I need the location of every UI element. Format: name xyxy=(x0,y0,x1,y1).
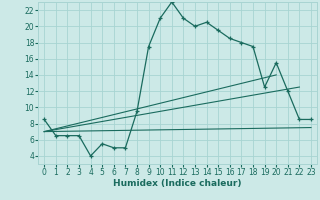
X-axis label: Humidex (Indice chaleur): Humidex (Indice chaleur) xyxy=(113,179,242,188)
